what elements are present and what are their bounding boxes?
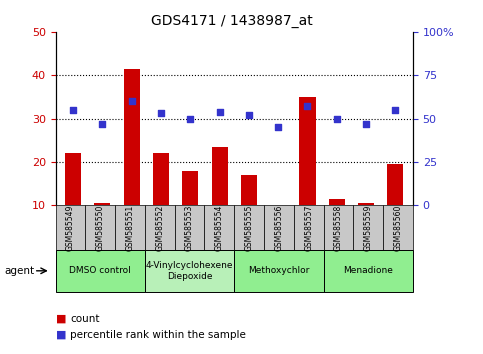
Text: GSM585553: GSM585553 xyxy=(185,204,194,251)
Point xyxy=(304,104,312,109)
Text: GSM585554: GSM585554 xyxy=(215,204,224,251)
Point xyxy=(157,110,165,116)
Point xyxy=(245,112,253,118)
Bar xyxy=(299,97,315,205)
Point xyxy=(216,109,224,114)
Text: percentile rank within the sample: percentile rank within the sample xyxy=(70,330,246,339)
Point xyxy=(99,121,106,127)
Text: GSM585556: GSM585556 xyxy=(274,204,284,251)
Point xyxy=(69,107,77,113)
Bar xyxy=(387,164,403,205)
Point xyxy=(333,116,341,121)
Text: Menadione: Menadione xyxy=(343,266,393,275)
Text: count: count xyxy=(70,314,99,324)
Text: GSM585549: GSM585549 xyxy=(66,204,75,251)
Bar xyxy=(153,153,169,205)
Text: GSM585555: GSM585555 xyxy=(245,204,254,251)
Text: ■: ■ xyxy=(56,330,66,339)
Text: DMSO control: DMSO control xyxy=(70,266,131,275)
Bar xyxy=(329,199,345,205)
Bar xyxy=(65,153,81,205)
Text: GSM585558: GSM585558 xyxy=(334,204,343,251)
Point xyxy=(186,116,194,121)
Bar xyxy=(212,147,227,205)
Text: GSM585551: GSM585551 xyxy=(126,204,134,251)
Text: GSM585560: GSM585560 xyxy=(394,204,402,251)
Point xyxy=(128,98,136,104)
Text: GSM585557: GSM585557 xyxy=(304,204,313,251)
Text: GSM585559: GSM585559 xyxy=(364,204,373,251)
Point xyxy=(392,107,399,113)
Bar xyxy=(241,175,257,205)
Bar xyxy=(270,205,286,207)
Text: ■: ■ xyxy=(56,314,66,324)
Text: GSM585550: GSM585550 xyxy=(96,204,105,251)
Bar xyxy=(124,69,140,205)
Text: GSM585552: GSM585552 xyxy=(156,204,164,251)
Bar xyxy=(94,203,111,205)
Text: agent: agent xyxy=(5,266,35,276)
Bar xyxy=(358,203,374,205)
Bar xyxy=(182,171,199,205)
Point xyxy=(362,121,370,127)
Text: Methoxychlor: Methoxychlor xyxy=(248,266,310,275)
Text: GDS4171 / 1438987_at: GDS4171 / 1438987_at xyxy=(151,14,313,28)
Point xyxy=(274,124,282,130)
Text: 4-Vinylcyclohexene
Diepoxide: 4-Vinylcyclohexene Diepoxide xyxy=(146,261,233,280)
